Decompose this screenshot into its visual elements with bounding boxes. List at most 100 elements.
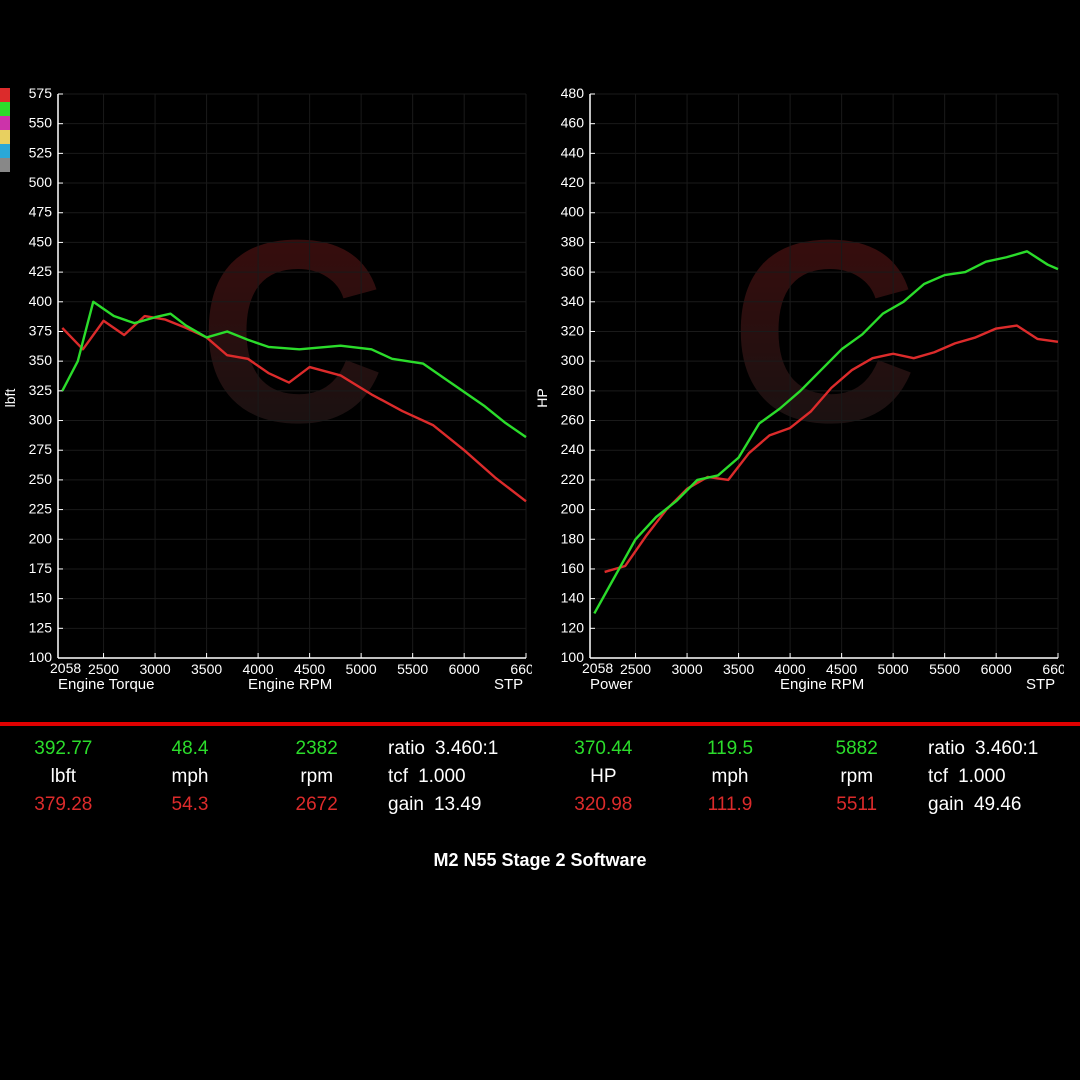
svg-text:400: 400 [29,293,53,309]
svg-text:260: 260 [561,412,585,428]
legend-swatches [0,88,10,172]
svg-text:5500: 5500 [397,661,428,677]
svg-text:3000: 3000 [671,661,702,677]
svg-text:2500: 2500 [88,661,119,677]
svg-text:240: 240 [561,441,585,457]
svg-text:480: 480 [561,88,585,101]
svg-text:460: 460 [561,115,585,131]
svg-text:575: 575 [29,88,53,101]
svg-text:100: 100 [561,649,585,665]
svg-text:280: 280 [561,382,585,398]
svg-text:300: 300 [561,352,585,368]
torque-svg: C100125150175200225250275300325350375400… [12,88,532,688]
tq-green-mph: 48.4 [127,738,254,760]
svg-text:200: 200 [29,530,53,546]
svg-text:4000: 4000 [243,661,274,677]
svg-text:250: 250 [29,471,53,487]
hp-red-rpm: 5511 [793,794,920,816]
svg-text:180: 180 [561,530,585,546]
x-start-right: 2058 [582,660,613,676]
svg-text:550: 550 [29,115,53,131]
tq-tcf: tcf1.000 [380,766,540,788]
svg-text:4500: 4500 [826,661,857,677]
hp-unit-2: mph [667,766,794,788]
torque-under-right: STP [494,676,523,693]
tq-red-val: 379.28 [0,794,127,816]
svg-text:150: 150 [29,590,53,606]
svg-text:400: 400 [561,204,585,220]
svg-text:C: C [730,187,918,477]
tq-gain: gain13.49 [380,794,540,816]
svg-text:340: 340 [561,293,585,309]
svg-text:6600: 6600 [510,661,532,677]
tq-red-rpm: 2672 [253,794,380,816]
svg-text:275: 275 [29,441,53,457]
readout-row-units: lbft mph rpm tcf1.000 HP mph rpm tcf1.00… [0,766,1080,788]
power-chart: HP C100120140160180200220240260280300320… [544,88,1068,708]
hp-green-mph: 119.5 [667,738,794,760]
svg-text:100: 100 [29,649,53,665]
svg-text:420: 420 [561,174,585,190]
tq-unit-2: mph [127,766,254,788]
svg-text:475: 475 [29,204,53,220]
svg-text:125: 125 [29,619,53,635]
power-ylabel: HP [534,388,550,407]
svg-text:200: 200 [561,501,585,517]
power-under-left: Power [590,676,633,693]
hp-unit-1: HP [540,766,667,788]
svg-text:3500: 3500 [191,661,222,677]
svg-text:3000: 3000 [139,661,170,677]
svg-text:360: 360 [561,263,585,279]
tq-unit-3: rpm [253,766,380,788]
hp-red-val: 320.98 [540,794,667,816]
hp-unit-3: rpm [793,766,920,788]
svg-text:5500: 5500 [929,661,960,677]
power-svg: C 100 120 140 160 180 200 220 240 260 280 300 320 340… [544,88,1064,688]
svg-text:380: 380 [561,233,585,249]
tq-ratio: ratio3.460:1 [380,738,540,760]
svg-text:6600: 6600 [1042,661,1064,677]
tq-red-mph: 54.3 [127,794,254,816]
svg-text:5000: 5000 [346,661,377,677]
svg-text:4000: 4000 [775,661,806,677]
hp-red-mph: 111.9 [667,794,794,816]
svg-text:450: 450 [29,233,53,249]
tq-green-val: 392.77 [0,738,127,760]
readout-row-red: 379.28 54.3 2672 gain13.49 320.98 111.9 … [0,794,1080,816]
svg-text:500: 500 [29,174,53,190]
svg-text:5000: 5000 [878,661,909,677]
torque-chart: lbft C1001251501752002252502753003253503… [12,88,536,708]
svg-text:2500: 2500 [620,661,651,677]
hp-green-rpm: 5882 [793,738,920,760]
torque-ylabel: lbft [2,389,18,408]
charts-area: lbft C1001251501752002252502753003253503… [12,88,1068,708]
svg-text:325: 325 [29,382,53,398]
tq-green-rpm: 2382 [253,738,380,760]
svg-text:320: 320 [561,322,585,338]
svg-text:225: 225 [29,501,53,517]
x-start-left: 2058 [50,660,81,676]
svg-text:350: 350 [29,352,53,368]
hp-tcf: tcf1.000 [920,766,1080,788]
svg-text:425: 425 [29,263,53,279]
page-title: M2 N55 Stage 2 Software [0,850,1080,871]
torque-xlabel: Engine RPM [248,676,332,693]
svg-text:120: 120 [561,619,585,635]
svg-text:3500: 3500 [723,661,754,677]
svg-text:175: 175 [29,560,53,576]
power-under-right: STP [1026,676,1055,693]
divider-top [0,722,1080,726]
hp-ratio: ratio3.460:1 [920,738,1080,760]
svg-text:375: 375 [29,322,53,338]
svg-text:300: 300 [29,412,53,428]
svg-text:220: 220 [561,471,585,487]
power-xlabel: Engine RPM [780,676,864,693]
svg-text:440: 440 [561,144,585,160]
svg-text:6000: 6000 [981,661,1012,677]
svg-text:140: 140 [561,590,585,606]
svg-text:160: 160 [561,560,585,576]
hp-gain: gain49.46 [920,794,1080,816]
torque-under-left: Engine Torque [58,676,154,693]
svg-text:525: 525 [29,144,53,160]
hp-green-val: 370.44 [540,738,667,760]
